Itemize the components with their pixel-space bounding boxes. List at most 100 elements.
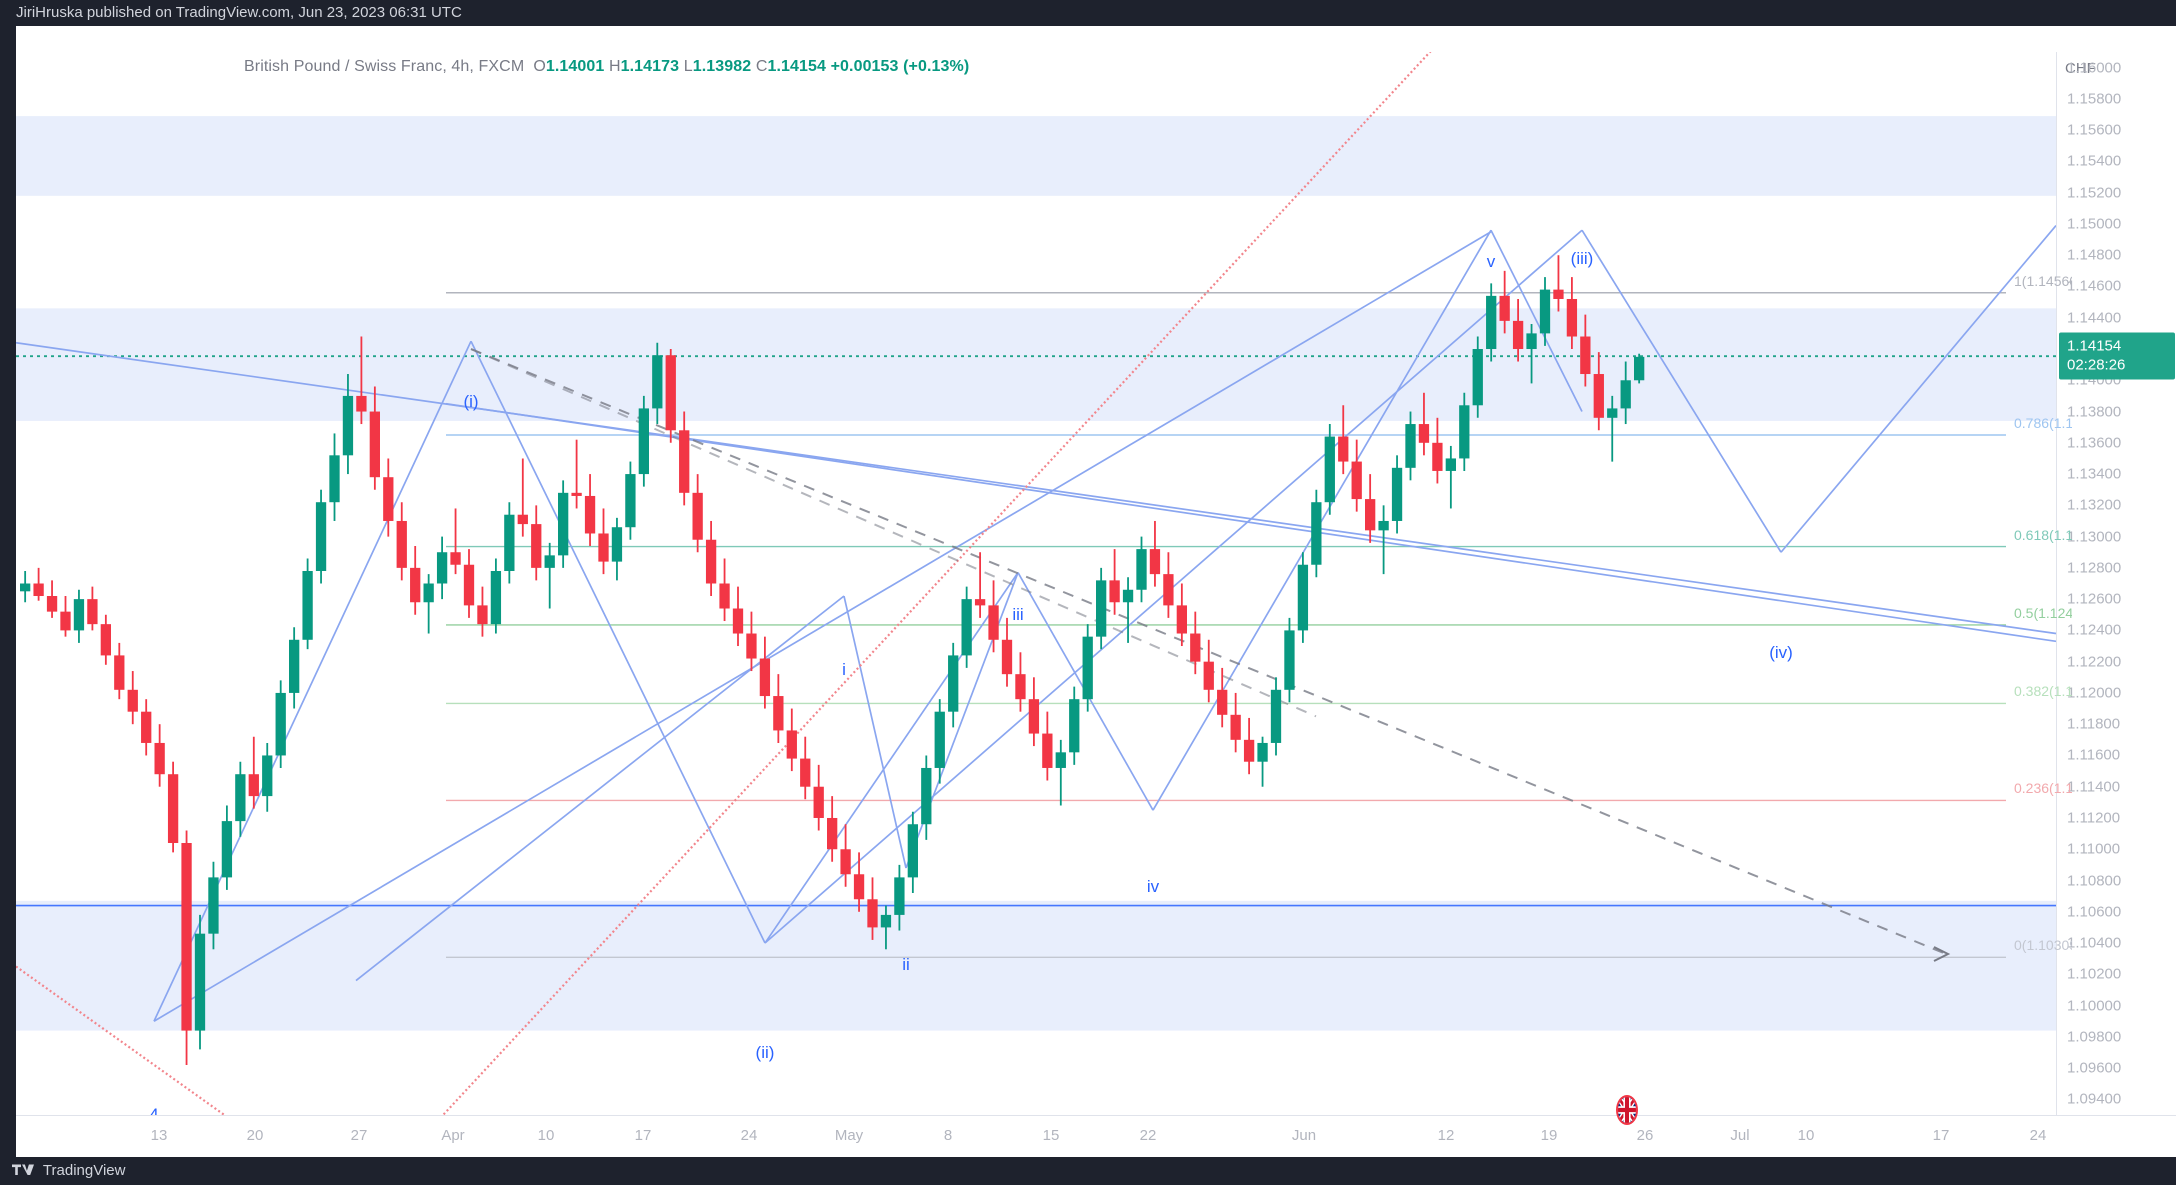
candle-body xyxy=(87,599,98,625)
candle-body xyxy=(248,774,259,797)
candle-body xyxy=(369,411,380,478)
candle-body xyxy=(1122,589,1134,603)
legend-exchange: FXCM xyxy=(478,58,525,75)
time-scale[interactable]: 13 20 27 Apr 10 17 24 May 8 15 22 Jun 12 19 26 Jul 10 17 2… xyxy=(16,1115,2176,1157)
candle-body xyxy=(1338,436,1349,462)
candle-body xyxy=(894,877,905,915)
time-tick: 13 xyxy=(150,1127,168,1144)
candlestick-series xyxy=(20,255,1645,1065)
legend-high-value: 1.14173 xyxy=(620,58,680,75)
candle-body xyxy=(436,552,448,584)
brand-name: TradingView xyxy=(42,1162,126,1179)
fib-level-label: 0.382(1.11933) xyxy=(2014,683,2072,700)
price-tick: 1.10400 xyxy=(2067,934,2122,952)
legend-close-key: C xyxy=(755,58,768,75)
candle-body xyxy=(342,395,354,456)
price-tick: 1.15600 xyxy=(2067,121,2122,139)
candle-body xyxy=(692,492,703,540)
candle-body xyxy=(921,767,932,825)
legend-low-value: 1.13982 xyxy=(692,58,752,75)
price-tick: 1.11200 xyxy=(2067,809,2121,827)
candle-body xyxy=(315,502,327,571)
elliott-wave-label: ii xyxy=(902,955,910,974)
candle-body xyxy=(948,655,959,712)
channel-arrow-icon xyxy=(1933,946,1951,962)
trend-line-blue xyxy=(445,402,2057,643)
candle-body xyxy=(181,842,192,1031)
price-tick: 1.12000 xyxy=(2067,684,2122,702)
candle-body xyxy=(611,527,623,562)
candle-body xyxy=(1472,349,1483,406)
candle-body xyxy=(235,774,246,822)
time-tick: 24 xyxy=(740,1127,758,1144)
candle-body xyxy=(1593,374,1604,418)
price-tick: 1.13000 xyxy=(2067,528,2122,546)
price-tick: 1.10200 xyxy=(2067,965,2122,983)
legend-interval[interactable]: 4h xyxy=(451,58,470,75)
price-tick: 1.10800 xyxy=(2067,872,2122,889)
chart-legend: British Pound / Swiss Franc, 4h, FXCM O1… xyxy=(244,58,970,75)
candle-body xyxy=(625,474,636,528)
candle-body xyxy=(1512,320,1524,350)
time-tick: Apr xyxy=(441,1127,465,1144)
candle-body xyxy=(1230,714,1241,740)
candle-body xyxy=(732,608,744,634)
price-tick: 1.12600 xyxy=(2067,590,2122,608)
price-tick: 1.11800 xyxy=(2067,715,2121,733)
uk-flag-event-icon[interactable] xyxy=(1616,1095,1638,1125)
price-tick: 1.11400 xyxy=(2067,778,2121,796)
bar-countdown: 02:28:26 xyxy=(2067,356,2126,374)
candle-body xyxy=(974,599,986,606)
trend-line-blue xyxy=(1490,229,1583,412)
time-tick: 17 xyxy=(634,1127,652,1144)
elliott-wave-label: v xyxy=(1486,252,1496,271)
price-scale[interactable]: CHF 1.16000 1.15800 1.15600 1.15400 1.15200 1… xyxy=(2056,52,2176,1115)
candle-body xyxy=(531,524,542,568)
candle-body xyxy=(1217,689,1228,715)
legend-change-percent: (+0.13%) xyxy=(903,58,970,75)
candle-body xyxy=(759,658,771,697)
trend-line-blue xyxy=(16,341,2057,635)
candle-body xyxy=(1243,739,1255,762)
current-price-badge: 1.14154 02:28:26 xyxy=(2059,332,2175,380)
candle-body xyxy=(221,821,233,878)
candle-body xyxy=(1365,499,1376,531)
candle-body xyxy=(1136,549,1147,590)
candle-body xyxy=(1257,742,1268,762)
currency-label: CHF xyxy=(2065,60,2096,77)
candle-body xyxy=(598,533,609,562)
legend-high-key: H xyxy=(608,58,621,75)
candle-body xyxy=(100,624,111,656)
chart-container[interactable]: British Pound / Swiss Franc, 4h, FXCM O1… xyxy=(16,26,2176,1157)
candle-body xyxy=(73,599,85,631)
time-tick: Jun xyxy=(1291,1127,1317,1144)
price-tick: 1.13600 xyxy=(2067,434,2122,452)
candle-body xyxy=(1378,520,1389,531)
elliott-wave-label: iii xyxy=(1012,605,1024,624)
candle-body xyxy=(289,639,300,693)
candle-body xyxy=(638,408,649,475)
tradingview-logo-icon xyxy=(12,1159,34,1185)
price-tick: 1.15000 xyxy=(2067,215,2122,233)
price-tick: 1.09600 xyxy=(2067,1059,2122,1077)
candle-body xyxy=(961,599,972,656)
legend-symbol[interactable]: British Pound / Swiss Franc xyxy=(244,58,443,75)
candle-body xyxy=(679,430,690,493)
chart-canvas xyxy=(16,52,2072,1115)
price-tick: 1.14400 xyxy=(2067,309,2122,327)
candle-body xyxy=(127,689,138,712)
candle-body xyxy=(1405,424,1416,468)
candle-body xyxy=(840,849,851,875)
candle-body xyxy=(827,817,838,850)
candle-body xyxy=(262,755,273,797)
time-tick: 22 xyxy=(1139,1127,1157,1144)
legend-change: +0.00153 xyxy=(830,58,899,75)
price-tick: 1.15800 xyxy=(2067,90,2122,108)
candle-body xyxy=(1499,295,1510,321)
candle-body xyxy=(813,786,824,818)
legend-open-value: 1.14001 xyxy=(545,58,605,75)
time-tick: 27 xyxy=(350,1127,368,1144)
candle-body xyxy=(719,583,730,609)
